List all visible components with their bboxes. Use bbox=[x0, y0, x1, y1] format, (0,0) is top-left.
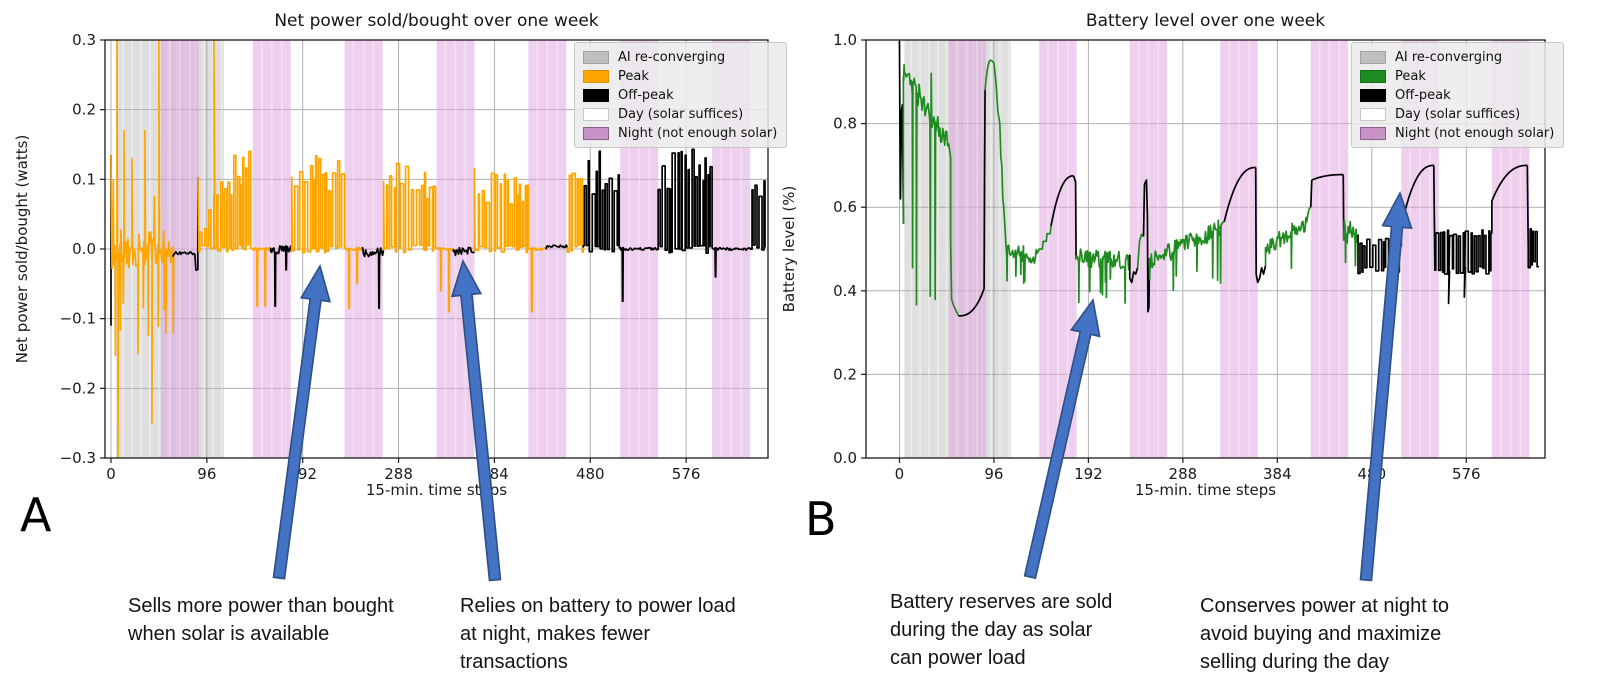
legend-swatch-icon bbox=[1360, 107, 1386, 121]
annotation-battery-reserves-sold: Battery reserves are sold during the day … bbox=[890, 588, 1112, 672]
chart-b-ylabel: Battery level (%) bbox=[780, 185, 798, 313]
legend-item-off-peak: Off-peak bbox=[1360, 87, 1554, 103]
svg-text:0: 0 bbox=[895, 465, 905, 483]
svg-text:0.2: 0.2 bbox=[72, 101, 96, 119]
svg-text:576: 576 bbox=[1452, 465, 1481, 483]
svg-text:0.2: 0.2 bbox=[833, 365, 857, 383]
legend-item-peak: Peak bbox=[1360, 68, 1554, 84]
annotation-line: Battery reserves are sold bbox=[890, 591, 1113, 613]
night-band bbox=[1220, 40, 1258, 458]
svg-text:480: 480 bbox=[576, 465, 605, 483]
chart-b-xlabel: 15-min. time steps bbox=[1134, 481, 1277, 499]
legend-label: Day (solar suffices) bbox=[1395, 106, 1521, 122]
svg-text:384: 384 bbox=[1263, 465, 1292, 483]
svg-text:0.6: 0.6 bbox=[833, 198, 857, 216]
annotation-line: Sells more power than bought bbox=[128, 595, 394, 617]
panel-b-label: B bbox=[805, 492, 837, 546]
legend-item-day-solar-suffices: Day (solar suffices) bbox=[1360, 106, 1554, 122]
data-series bbox=[110, 40, 766, 458]
chart-b-title: Battery level over one week bbox=[1085, 11, 1326, 31]
data-series bbox=[898, 40, 1540, 317]
annotation-line: at night, makes fewer bbox=[460, 623, 651, 645]
annotation-sells-more-power: Sells more power than bought when solar i… bbox=[128, 592, 394, 648]
legend-label: AI re-converging bbox=[1395, 49, 1503, 65]
night-band bbox=[948, 40, 987, 458]
legend-item-ai-re-converging: AI re-converging bbox=[1360, 49, 1554, 65]
legend-swatch-icon bbox=[583, 107, 609, 121]
annotation-line: transactions bbox=[460, 651, 568, 673]
legend-item-off-peak: Off-peak bbox=[583, 87, 777, 103]
legend-label: Off-peak bbox=[1395, 87, 1451, 103]
plot-border bbox=[865, 39, 1546, 459]
legend-label: Peak bbox=[618, 68, 649, 84]
legend-swatch-icon bbox=[583, 69, 609, 83]
legend-label: Off-peak bbox=[618, 87, 674, 103]
legend-item-night-not-enough-solar: Night (not enough solar) bbox=[1360, 125, 1554, 141]
svg-text:1.0: 1.0 bbox=[833, 31, 857, 49]
legend-swatch-icon bbox=[1360, 69, 1386, 83]
legend-label: Day (solar suffices) bbox=[618, 106, 744, 122]
legend-label: Night (not enough solar) bbox=[1395, 125, 1555, 141]
chart-a-panel: 0 96 192 288 384 480 576 0.3 0.2 0.1 0.0 −0.1 −0.2 −0… bbox=[13, 11, 788, 542]
chart-a-xlabel: 15-min. time steps bbox=[365, 481, 508, 499]
legend-swatch-icon bbox=[583, 126, 609, 140]
chart-a-ylabel: Net power sold/bought (watts) bbox=[13, 134, 31, 364]
svg-text:−0.1: −0.1 bbox=[60, 310, 96, 328]
legend-label: AI re-converging bbox=[618, 49, 726, 65]
annotation-line: can power load bbox=[890, 647, 1026, 669]
chart-a-title: Net power sold/bought over one week bbox=[274, 11, 599, 31]
svg-text:0.0: 0.0 bbox=[833, 449, 857, 467]
annotation-relies-on-battery: Relies on battery to power load at night,… bbox=[460, 592, 736, 676]
legend-item-night-not-enough-solar: Night (not enough solar) bbox=[583, 125, 777, 141]
svg-text:0.3: 0.3 bbox=[72, 31, 96, 49]
annotation-line: avoid buying and maximize bbox=[1200, 623, 1442, 645]
svg-text:576: 576 bbox=[672, 465, 701, 483]
panel-a-label: A bbox=[20, 488, 52, 542]
svg-text:0: 0 bbox=[106, 465, 116, 483]
annotation-line: Conserves power at night to bbox=[1200, 595, 1450, 617]
legend-item-ai-re-converging: AI re-converging bbox=[583, 49, 777, 65]
legend-swatch-icon bbox=[1360, 50, 1386, 64]
legend-swatch-icon bbox=[1360, 88, 1386, 102]
legend-item-peak: Peak bbox=[583, 68, 777, 84]
svg-text:96: 96 bbox=[984, 465, 1003, 483]
svg-text:−0.2: −0.2 bbox=[60, 379, 96, 397]
svg-text:288: 288 bbox=[384, 465, 413, 483]
shaded-bands bbox=[904, 40, 1530, 458]
legend-label: Peak bbox=[1395, 68, 1426, 84]
chart-b-legend: AI re-converging Peak Off-peak Day (solar s… bbox=[1351, 42, 1565, 148]
annotation-line: during the day as solar bbox=[890, 619, 1093, 641]
night-band bbox=[1310, 40, 1349, 458]
annotation-line: when solar is available bbox=[128, 623, 330, 645]
svg-text:96: 96 bbox=[197, 465, 216, 483]
svg-text:0.1: 0.1 bbox=[72, 170, 96, 188]
annotation-line: Relies on battery to power load bbox=[460, 595, 736, 617]
svg-text:0.0: 0.0 bbox=[72, 240, 96, 258]
annotation-line: selling during the day bbox=[1200, 651, 1390, 673]
legend-swatch-icon bbox=[583, 50, 609, 64]
legend-swatch-icon bbox=[1360, 126, 1386, 140]
svg-text:0.4: 0.4 bbox=[833, 282, 857, 300]
svg-text:0.8: 0.8 bbox=[833, 115, 857, 133]
legend-swatch-icon bbox=[583, 88, 609, 102]
legend-item-day-solar-suffices: Day (solar suffices) bbox=[583, 106, 777, 122]
svg-text:288: 288 bbox=[1169, 465, 1198, 483]
svg-text:−0.3: −0.3 bbox=[60, 449, 96, 467]
legend-label: Night (not enough solar) bbox=[618, 125, 778, 141]
chart-a-legend: AI re-converging Peak Off-peak Day (solar s… bbox=[574, 42, 788, 148]
annotation-conserves-power: Conserves power at night to avoid buying … bbox=[1200, 592, 1449, 676]
